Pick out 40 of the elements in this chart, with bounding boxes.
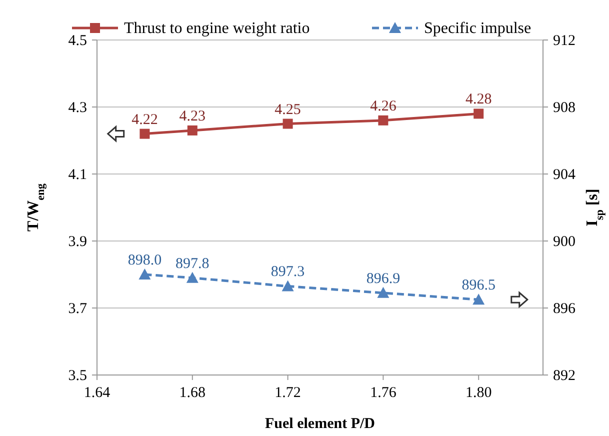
y2-tick-label: 900 [553, 234, 576, 250]
data-label: 898.0 [128, 252, 162, 268]
y-tick-label: 3.5 [68, 368, 87, 384]
point [186, 272, 198, 283]
x-axis-title: Fuel element P/D [265, 416, 376, 432]
y-tick-label: 3.9 [68, 234, 87, 250]
data-label: 897.8 [176, 256, 210, 272]
data-label: 896.5 [462, 278, 496, 294]
data-label: 4.23 [179, 108, 206, 124]
point [472, 294, 485, 305]
data-label: 897.3 [270, 264, 305, 280]
x-tick-label: 1.76 [370, 385, 397, 401]
x-tick-label: 1.72 [274, 385, 301, 401]
data-label: 4.28 [465, 92, 492, 108]
y2-tick-label: 912 [553, 33, 576, 49]
data-label: 896.9 [366, 270, 400, 287]
y-tick-label: 4.3 [68, 100, 87, 116]
data-label: 4.25 [274, 102, 301, 118]
point [282, 280, 294, 292]
y-tick-label: 3.7 [68, 301, 88, 317]
legend-label: Thrust to engine weight ratio [124, 20, 310, 37]
x-tick-label: 1.80 [465, 385, 492, 401]
y2-tick-label: 896 [553, 301, 576, 317]
point [140, 128, 150, 139]
x-tick-label: 1.64 [84, 385, 111, 401]
data-label: 4.22 [132, 112, 158, 128]
legend-label: Specific impulse [424, 20, 532, 37]
y2-tick-label: 892 [553, 368, 576, 384]
y2-tick-label: 904 [553, 167, 576, 183]
point [282, 118, 293, 129]
y-tick-label: 4.1 [68, 167, 87, 183]
y2-tick-label: 908 [553, 100, 576, 116]
y-tick-label: 4.5 [68, 33, 87, 49]
x-tick-label: 1.68 [179, 385, 206, 401]
point [138, 268, 151, 280]
point [377, 286, 390, 298]
point [474, 108, 484, 119]
data-label: 4.26 [370, 98, 397, 114]
point [378, 115, 388, 126]
point [187, 125, 198, 136]
